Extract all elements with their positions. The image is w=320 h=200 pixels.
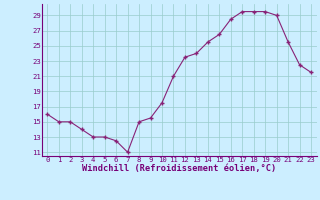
X-axis label: Windchill (Refroidissement éolien,°C): Windchill (Refroidissement éolien,°C) (82, 164, 276, 173)
